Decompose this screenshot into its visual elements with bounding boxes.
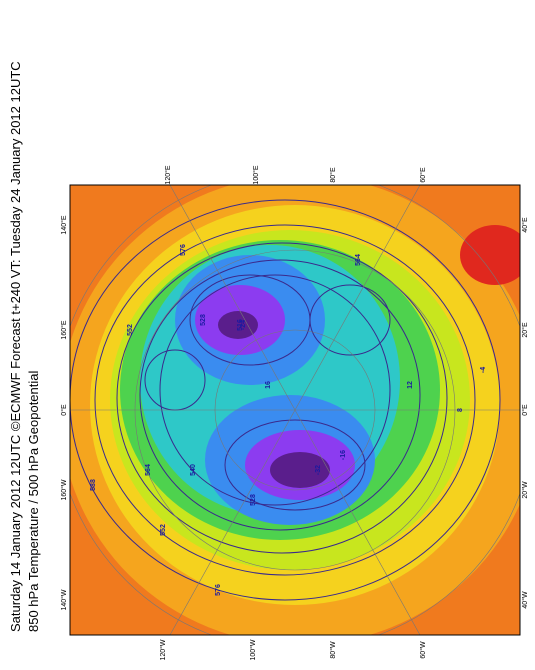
longitude-label: 120°E [164,165,172,184]
longitude-label: 20°E [521,322,529,338]
longitude-label: 160°W [60,479,68,500]
contour-label: -24 [240,320,247,330]
longitude-label: 60°W [419,641,427,659]
longitude-label: 80°W [329,641,337,659]
contour-label: 564 [355,254,362,266]
longitude-label: 120°W [159,639,167,660]
contour-label: 576 [180,244,187,256]
title-line: Saturday 14 January 2012 12UTC ©ECMWF Fo… [8,61,23,632]
contour-label: 516 [237,319,244,331]
map-area [70,185,520,635]
contour-label: -4 [480,367,487,373]
contour-label: 552 [127,324,134,336]
longitude-label: 140°W [60,589,68,610]
title-line: 850 hPa Temperature / 500 hPa Geopotenti… [26,370,41,632]
longitude-label: 40°W [521,591,529,609]
longitude-label: 40°E [521,217,529,233]
contour-label: -16 [340,450,347,460]
longitude-label: 60°E [419,167,427,183]
contour-label: 540 [190,464,197,476]
longitude-label: 80°E [329,167,337,183]
contour-label: 16 [265,381,272,389]
longitude-label: 20°W [521,481,529,499]
longitude-label: 140°E [60,215,68,234]
contour-label: 564 [145,464,152,476]
contour-label: 576 [215,584,222,596]
contour-label: 552 [160,524,167,536]
longitude-label: 100°W [249,639,257,660]
longitude-label: 160°E [60,320,68,339]
longitude-label: 0°E [60,404,68,416]
title-group: Saturday 14 January 2012 12UTC ©ECMWF Fo… [8,61,41,632]
contour-label: 12 [407,381,414,389]
contour-label: 8 [457,408,464,412]
contour-label: 528 [250,494,257,506]
contour-label: -32 [315,465,322,475]
contour-label: 528 [200,314,207,326]
contour-label: 588 [90,479,97,491]
longitude-label: 100°E [252,165,260,184]
longitude-label: 0°E [521,404,529,416]
